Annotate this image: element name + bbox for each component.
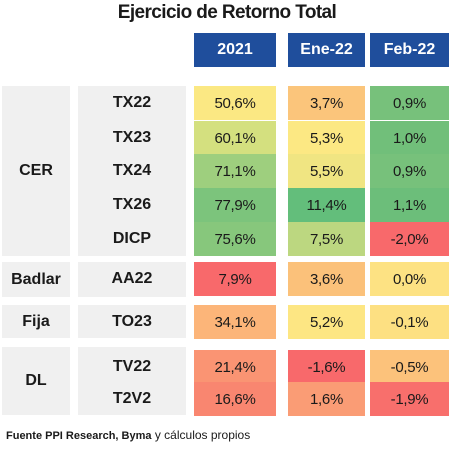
return-cell: 7,9%	[194, 262, 276, 296]
return-cell: 1,0%	[370, 121, 449, 155]
return-cell: 11,4%	[288, 188, 365, 222]
group-background	[2, 305, 70, 338]
source-footnote: Fuente PPI Research, Byma y cálculos pro…	[6, 428, 250, 442]
return-cell: 5,3%	[288, 121, 365, 155]
group-label: CER	[19, 162, 53, 179]
column-header-1: Ene-22	[288, 33, 365, 67]
return-cell: -1,9%	[370, 382, 449, 416]
return-cell: 0,0%	[370, 262, 449, 296]
ticker-label: TO23	[112, 313, 152, 330]
ticker-background	[78, 262, 186, 297]
return-cell: -0,5%	[370, 350, 449, 384]
ticker-label: TX22	[112, 94, 152, 111]
return-cell: 50,6%	[194, 86, 276, 120]
return-cell: 21,4%	[194, 350, 276, 384]
ticker-background	[78, 86, 186, 256]
ticker-label: TV22	[112, 358, 152, 375]
return-cell: 0,9%	[370, 86, 449, 120]
group-background	[2, 347, 70, 415]
return-cell: -2,0%	[370, 222, 449, 256]
ticker-label: TX23	[112, 129, 152, 146]
return-cell: -0,1%	[370, 305, 449, 339]
group-label: Fija	[22, 312, 50, 330]
return-cell: 5,5%	[288, 154, 365, 188]
return-cell: 75,6%	[194, 222, 276, 256]
source-footnote-bold: Fuente PPI Research, Byma	[6, 430, 152, 442]
group-background	[2, 262, 70, 297]
ticker-label: TX24	[112, 162, 152, 179]
return-cell: 0,9%	[370, 154, 449, 188]
group-label: Badlar	[11, 270, 61, 288]
column-header-0: 2021	[194, 33, 276, 67]
return-cell: 34,1%	[194, 305, 276, 339]
ticker-background	[78, 347, 186, 415]
ticker-label: T2V2	[112, 390, 152, 407]
ticker-label: AA22	[111, 270, 153, 287]
return-cell: 1,1%	[370, 188, 449, 222]
return-cell: 16,6%	[194, 382, 276, 416]
source-footnote-text: y cálculos propios	[151, 428, 251, 442]
return-cell: 1,6%	[288, 382, 365, 416]
return-cell: -1,6%	[288, 350, 365, 384]
return-cell: 71,1%	[194, 154, 276, 188]
column-header-2: Feb-22	[370, 33, 449, 67]
ticker-label: DICP	[112, 230, 152, 247]
ticker-background	[78, 305, 186, 338]
group-background	[2, 86, 70, 256]
return-cell: 3,6%	[288, 262, 365, 296]
return-cell: 60,1%	[194, 121, 276, 155]
ticker-label: TX26	[112, 196, 152, 213]
table-title: Ejercicio de Retorno Total	[117, 2, 337, 23]
group-label: DL	[25, 372, 47, 389]
return-cell: 3,7%	[288, 86, 365, 120]
return-cell: 5,2%	[288, 305, 365, 339]
return-cell: 77,9%	[194, 188, 276, 222]
return-cell: 7,5%	[288, 222, 365, 256]
